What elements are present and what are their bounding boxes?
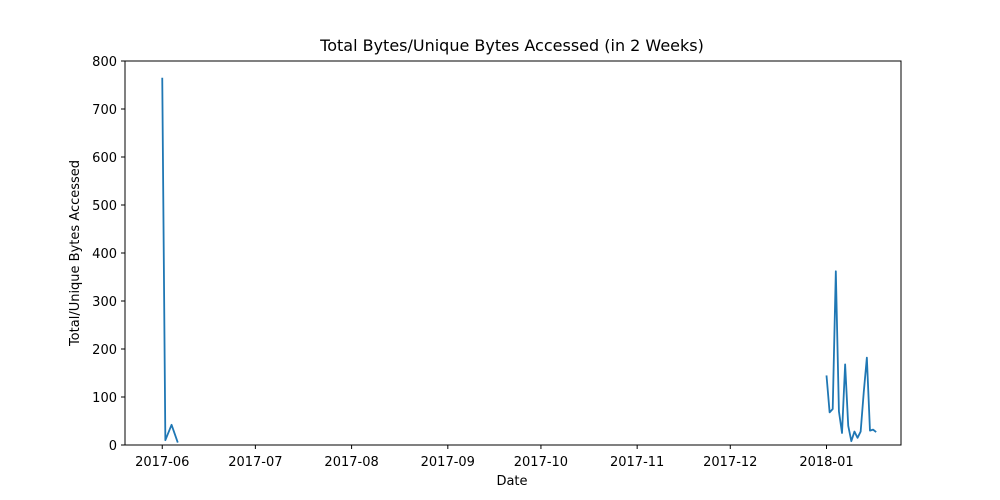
x-tick-label: 2017-09 <box>421 455 475 470</box>
y-tick-label: 0 <box>109 439 117 454</box>
plot-lines <box>161 77 877 443</box>
y-tick-label: 700 <box>92 103 117 118</box>
x-tick-label: 2017-07 <box>228 455 282 470</box>
y-axis-label: Total/Unique Bytes Accessed <box>68 160 83 347</box>
x-tick-label: 2018-01 <box>799 455 853 470</box>
x-tick-label: 2017-11 <box>610 455 664 470</box>
x-axis-label: Date <box>496 474 527 489</box>
y-tick-label: 300 <box>92 295 117 310</box>
y-tick-label: 100 <box>92 391 117 406</box>
x-tick-label: 2017-12 <box>703 455 757 470</box>
series-line-segment-2 <box>825 270 877 443</box>
x-tick-label: 2017-08 <box>324 455 378 470</box>
y-tick-label: 500 <box>92 199 117 214</box>
y-tick-label: 600 <box>92 151 117 166</box>
y-tick-label: 200 <box>92 343 117 358</box>
chart-title: Total Bytes/Unique Bytes Accessed (in 2 … <box>319 36 704 55</box>
plot-frame <box>124 60 902 446</box>
x-axis: 2017-06 2017-07 2017-08 2017-09 2017-10 2017-… <box>135 445 854 470</box>
y-axis: 0 100 200 300 400 500 600 700 800 <box>92 55 125 454</box>
series-line-segment-1 <box>161 77 179 443</box>
y-tick-label: 400 <box>92 247 117 262</box>
y-tick-label: 800 <box>92 55 117 70</box>
x-tick-label: 2017-06 <box>135 455 189 470</box>
x-tick-label: 2017-10 <box>514 455 568 470</box>
